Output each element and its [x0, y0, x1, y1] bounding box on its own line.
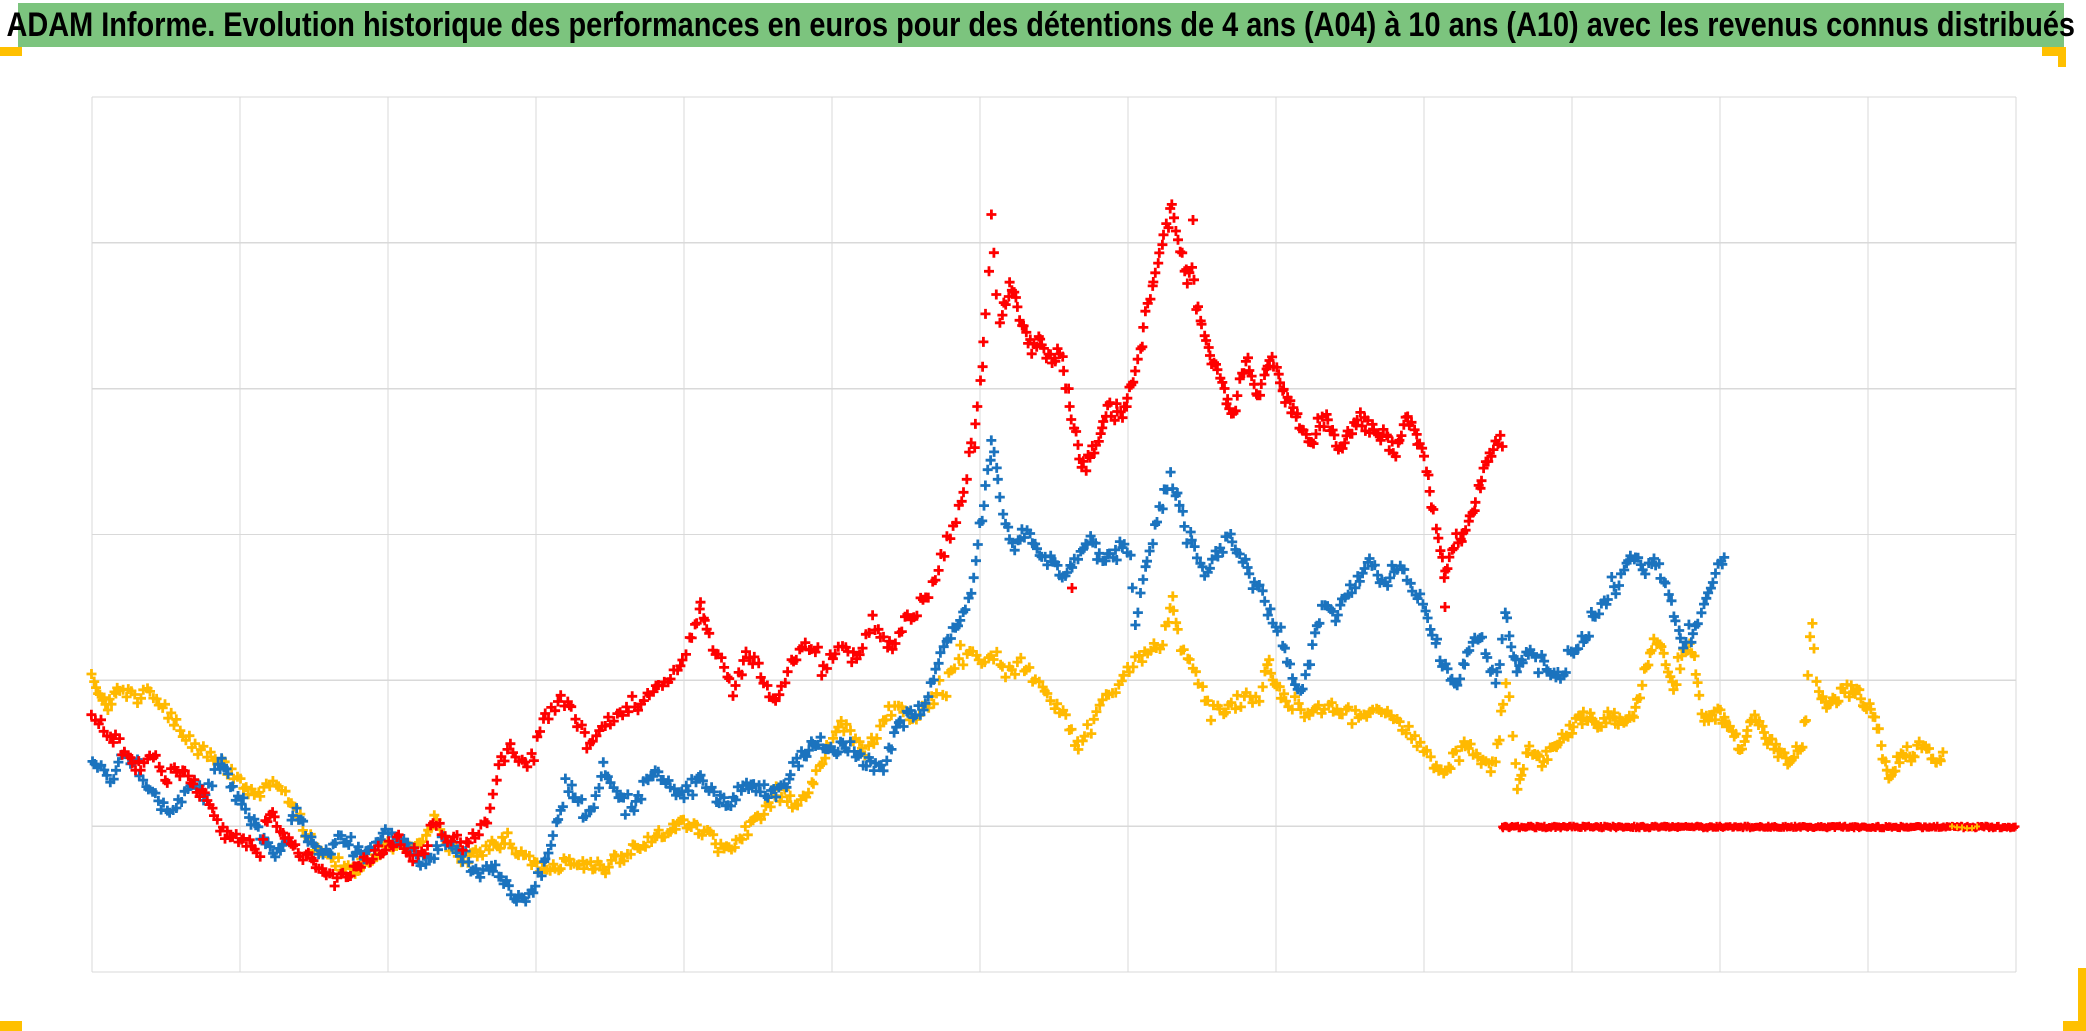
series-red-flat-line: [1498, 821, 2020, 833]
corner-accent-top-left: [0, 47, 22, 56]
series-red-markers: [86, 199, 1508, 891]
page-title: ADAM Informe. Evolution historique des p…: [6, 6, 2076, 44]
corner-accent-top-right-v: [2058, 47, 2066, 67]
flat-line-accent-overlap: [1949, 823, 1980, 832]
corner-accent-top-right-h: [2042, 47, 2066, 56]
chart-series: [86, 199, 2020, 907]
series-gold-markers: [86, 591, 1948, 879]
chart-gridlines: [91, 96, 2017, 973]
corner-accent-bottom-left: [0, 1021, 22, 1031]
header-banner: ADAM Informe. Evolution historique des p…: [7, 3, 2075, 47]
series-blue-markers: [87, 435, 1730, 907]
corner-accent-bottom-right-h: [2063, 1021, 2086, 1031]
corner-accent-bottom-right-v: [2078, 968, 2086, 1031]
